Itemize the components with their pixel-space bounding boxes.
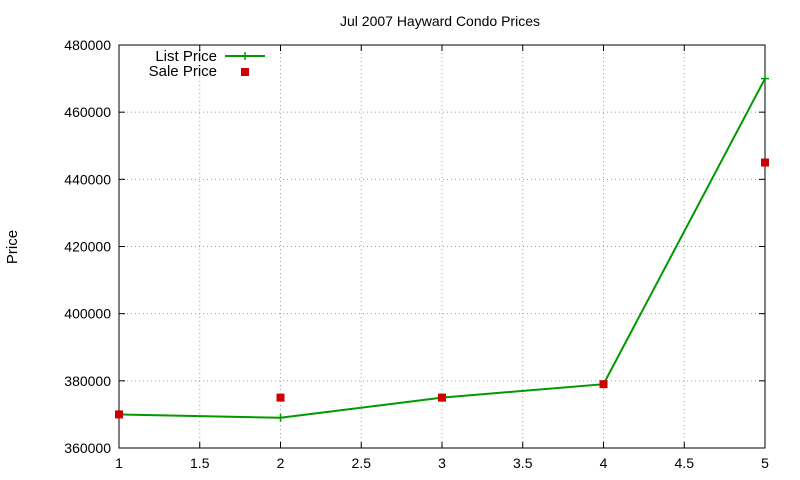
- legend-marker-list-price: [241, 52, 249, 60]
- y-tick-label: 440000: [64, 171, 111, 187]
- x-tick-label: 2: [277, 455, 285, 471]
- point-list-price: [761, 74, 769, 83]
- x-tick-label: 3.5: [513, 455, 533, 471]
- point-sale-price: [761, 158, 769, 167]
- point-sale-price: [276, 393, 285, 402]
- y-tick-label: 360000: [64, 440, 111, 456]
- x-tick-label: 4.5: [675, 455, 695, 471]
- plot-frame: [118, 44, 766, 449]
- grid: [119, 45, 765, 448]
- point-sale-price: [438, 393, 446, 402]
- series-layer: [115, 74, 769, 422]
- x-tick-label: 3: [438, 455, 446, 471]
- legend-label-list-price: List Price: [155, 48, 217, 65]
- x-tick-label: 1.5: [190, 455, 210, 471]
- legend-label-sale-price: Sale Price: [149, 63, 217, 80]
- chart-title: Jul 2007 Hayward Condo Prices: [340, 13, 540, 29]
- point-sale-price: [599, 380, 608, 389]
- y-tick-label: 460000: [64, 104, 111, 120]
- x-tick-label: 2.5: [352, 455, 372, 471]
- point-list-price: [276, 413, 285, 422]
- y-axis-label: Price: [4, 230, 21, 264]
- legend: List Price Sale Price: [149, 48, 265, 80]
- y-tick-label: 420000: [64, 239, 111, 255]
- axis-ticks: 1 1.5 2 2.5 3 3.5 4 4.5 5 360000 380000 400000 42000…: [64, 37, 769, 471]
- x-tick-label: 1: [115, 455, 123, 471]
- x-tick-label: 4: [600, 455, 608, 471]
- y-tick-label: 480000: [64, 37, 111, 53]
- y-tick-label: 380000: [64, 373, 111, 389]
- x-tick-label: 5: [761, 455, 769, 471]
- point-sale-price: [115, 410, 123, 419]
- y-tick-label: 400000: [64, 306, 111, 322]
- legend-marker-sale-price: [241, 68, 249, 76]
